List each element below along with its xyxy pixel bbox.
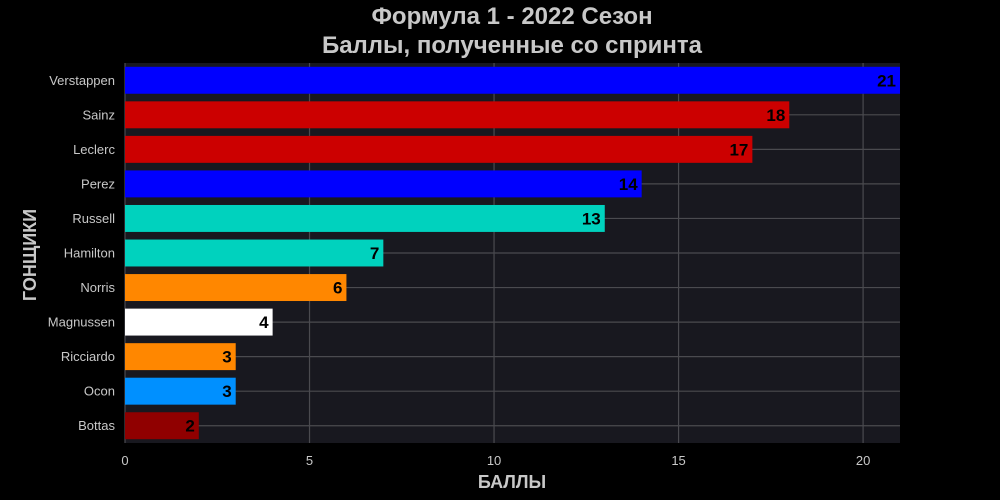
bar-verstappen: [125, 66, 900, 94]
y-tick-label: Magnussen: [48, 315, 115, 330]
data-label: 4: [259, 313, 269, 332]
bar-magnussen: [125, 308, 273, 336]
x-tick-label: 0: [121, 453, 128, 468]
data-label: 7: [370, 244, 379, 263]
bar-ocon: [125, 377, 236, 405]
x-tick-label: 20: [856, 453, 870, 468]
data-label: 2: [185, 417, 194, 436]
y-tick-label: Bottas: [78, 418, 115, 433]
y-tick-label: Hamilton: [64, 246, 115, 261]
x-tick-labels: 0 5 10 15 20: [121, 453, 870, 468]
data-label: 3: [222, 348, 231, 367]
y-tick-label: Ricciardo: [61, 349, 115, 364]
y-axis-label: ГОНЩИКИ: [20, 209, 40, 301]
y-tick-label: Russell: [72, 211, 115, 226]
data-label: 21: [877, 71, 896, 90]
y-tick-labels: Verstappen Sainz Leclerc Perez Russell Hamilt…: [48, 73, 116, 433]
data-label: 6: [333, 279, 342, 298]
x-tick-label: 10: [487, 453, 501, 468]
bar-hamilton: [125, 239, 384, 267]
bar-bottas: [125, 412, 199, 440]
bar-norris: [125, 274, 347, 302]
data-labels: 21 18 17 14 13 7 6 4 3 3 2: [185, 71, 896, 435]
y-tick-label: Leclerc: [73, 142, 115, 157]
y-tick-label: Sainz: [82, 107, 115, 122]
chart-title: Формула 1 - 2022 Сезон: [371, 3, 652, 30]
data-label: 13: [582, 209, 601, 228]
data-label: 18: [766, 106, 785, 125]
y-tick-label: Norris: [80, 280, 115, 295]
x-axis-label: БАЛЛЫ: [478, 472, 546, 492]
bar-perez: [125, 170, 642, 198]
bars: [125, 66, 900, 440]
data-label: 14: [619, 175, 638, 194]
bar-sainz: [125, 101, 790, 129]
x-tick-label: 15: [671, 453, 685, 468]
bar-russell: [125, 204, 605, 232]
bar-leclerc: [125, 135, 753, 163]
data-label: 17: [729, 140, 748, 159]
bar-ricciardo: [125, 343, 236, 371]
x-tick-label: 5: [306, 453, 313, 468]
y-tick-label: Ocon: [84, 384, 115, 399]
chart-subtitle: Баллы, полученные со спринта: [322, 32, 703, 59]
y-tick-label: Verstappen: [49, 73, 115, 88]
y-tick-label: Perez: [81, 176, 115, 191]
data-label: 3: [222, 382, 231, 401]
